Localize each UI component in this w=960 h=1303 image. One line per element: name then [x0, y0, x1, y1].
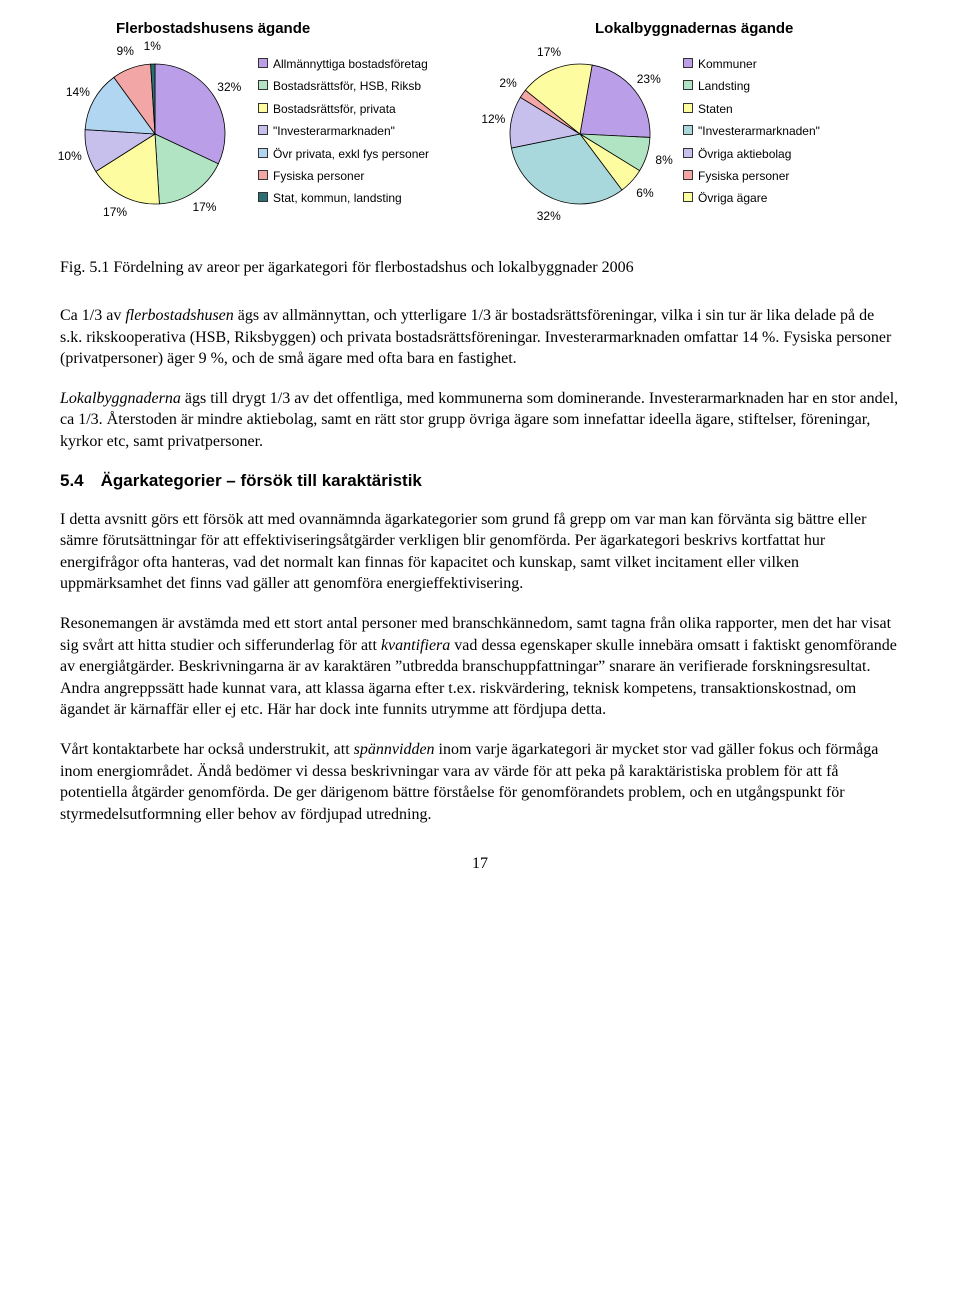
chart-panel-right: Lokalbyggnadernas ägande 23%8%6%32%12%2%… — [485, 20, 900, 229]
pie-right: 23%8%6%32%12%2%17% — [485, 39, 675, 229]
legend-item: Bostadsrättsför, privata — [258, 102, 429, 116]
legend-swatch — [683, 80, 693, 90]
legend-swatch — [683, 103, 693, 113]
legend-text: Fysiska personer — [698, 169, 789, 183]
paragraph-2: Lokalbyggnaderna ägs till drygt 1/3 av d… — [60, 388, 900, 453]
legend-swatch — [258, 58, 268, 68]
legend-text: Övr privata, exkl fys personer — [273, 147, 429, 161]
section-heading: 5.4 Ägarkategorier – försök till karaktä… — [60, 471, 900, 491]
paragraph-4: Resonemangen är avstämda med ett stort a… — [60, 613, 900, 721]
legend-item: Bostadsrättsför, HSB, Riksb — [258, 79, 429, 93]
legend-swatch — [258, 148, 268, 158]
slice-label: 9% — [117, 44, 134, 58]
slice-label: 10% — [58, 149, 82, 163]
legend-item: Allmännyttiga bostadsföretag — [258, 57, 429, 71]
p5-i1: spännvidden — [354, 741, 435, 758]
chart-body-left: 32% 17% 17% 10% 14% 9% 1% Allmännyttiga bostad… — [60, 39, 475, 229]
legend-swatch — [683, 170, 693, 180]
paragraph-3: I detta avsnitt görs ett försök att med … — [60, 509, 900, 595]
legend-text: Allmännyttiga bostadsföretag — [273, 57, 428, 71]
slice-label: 23% — [637, 72, 661, 86]
p1-t1: Ca 1/3 av — [60, 307, 125, 324]
paragraph-1: Ca 1/3 av flerbostadshusen ägs av allmän… — [60, 305, 900, 370]
chart-title-left: Flerbostadshusens ägande — [116, 20, 475, 37]
legend-item: Övriga ägare — [683, 191, 820, 205]
legend-text: Övriga ägare — [698, 191, 767, 205]
legend-swatch — [258, 80, 268, 90]
slice-label: 1% — [144, 39, 161, 53]
legend-item: Fysiska personer — [258, 169, 429, 183]
slice-label: 17% — [103, 205, 127, 219]
p5-t1: Vårt kontaktarbete har också understruki… — [60, 741, 354, 758]
legend-item: Staten — [683, 102, 820, 116]
page-number: 17 — [60, 855, 900, 873]
slice-label: 8% — [655, 153, 672, 167]
p2-i1: Lokalbyggnaderna — [60, 390, 181, 407]
pie-left: 32% 17% 17% 10% 14% 9% 1% — [60, 39, 250, 229]
legend-swatch — [258, 125, 268, 135]
slice-label: 6% — [636, 186, 653, 200]
slice-label: 32% — [217, 80, 241, 94]
chart-panel-left: Flerbostadshusens ägande 32% 17% 17% 10% 14%… — [60, 20, 475, 229]
p1-i1: flerbostadshusen — [125, 307, 233, 324]
legend-item: "Investerarmarknaden" — [683, 124, 820, 138]
slice-label: 17% — [537, 45, 561, 59]
legend-item: Övriga aktiebolag — [683, 147, 820, 161]
legend-swatch — [683, 148, 693, 158]
legend-swatch — [683, 125, 693, 135]
legend-swatch — [258, 192, 268, 202]
slice-label: 12% — [481, 112, 505, 126]
legend-item: Stat, kommun, landsting — [258, 191, 429, 205]
legend-right: Kommuner Landsting Staten "Investerarmarkna… — [683, 39, 820, 206]
legend-text: Övriga aktiebolag — [698, 147, 791, 161]
p4-i1: kvantifiera — [381, 637, 450, 654]
legend-text: Staten — [698, 102, 733, 116]
legend-text: "Investerarmarknaden" — [273, 124, 395, 138]
p2-t1: ägs till drygt 1/3 av det offentliga, me… — [60, 390, 898, 450]
legend-swatch — [683, 192, 693, 202]
slice-label: 2% — [499, 76, 516, 90]
legend-item: "Investerarmarknaden" — [258, 124, 429, 138]
legend-swatch — [683, 58, 693, 68]
page-root: Flerbostadshusens ägande 32% 17% 17% 10% 14%… — [0, 0, 960, 913]
chart-body-right: 23%8%6%32%12%2%17% KommunerLandstingStat… — [485, 39, 900, 229]
slice-label: 17% — [192, 200, 216, 214]
legend-text: Bostadsrättsför, privata — [273, 102, 396, 116]
legend-swatch — [258, 170, 268, 180]
legend-text: Bostadsrättsför, HSB, Riksb — [273, 79, 421, 93]
body-text: Ca 1/3 av flerbostadshusen ägs av allmän… — [60, 305, 900, 825]
legend-text: Fysiska personer — [273, 169, 364, 183]
charts-row: Flerbostadshusens ägande 32% 17% 17% 10% 14%… — [60, 20, 900, 229]
legend-text: Landsting — [698, 79, 750, 93]
legend-item: Kommuner — [683, 57, 820, 71]
legend-item: Fysiska personer — [683, 169, 820, 183]
legend-text: Stat, kommun, landsting — [273, 191, 402, 205]
slice-label: 32% — [537, 209, 561, 223]
legend-item: Övr privata, exkl fys personer — [258, 147, 429, 161]
legend-text: Kommuner — [698, 57, 757, 71]
legend-text: "Investerarmarknaden" — [698, 124, 820, 138]
legend-item: Landsting — [683, 79, 820, 93]
legend-left: Allmännyttiga bostadsföretag Bostadsrätts… — [258, 39, 429, 206]
paragraph-5: Vårt kontaktarbete har också understruki… — [60, 739, 900, 825]
chart-title-right: Lokalbyggnadernas ägande — [595, 20, 900, 37]
figure-caption: Fig. 5.1 Fördelning av areor per ägarkat… — [60, 259, 900, 277]
legend-swatch — [258, 103, 268, 113]
slice-label: 14% — [66, 85, 90, 99]
